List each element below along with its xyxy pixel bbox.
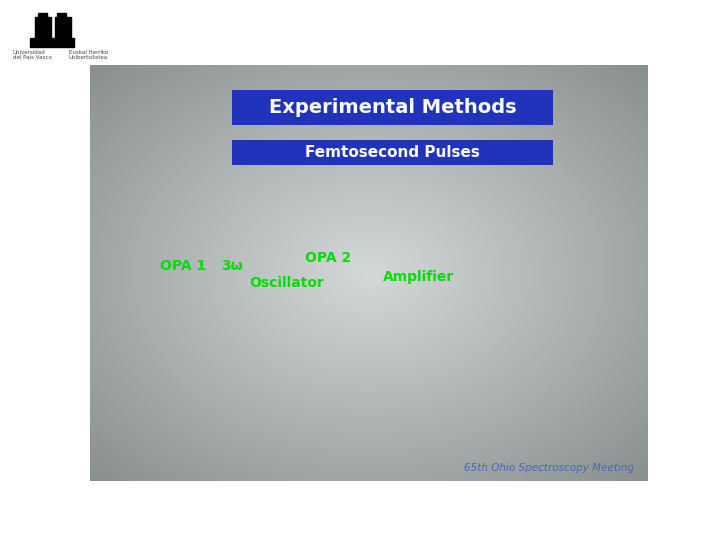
FancyBboxPatch shape xyxy=(233,140,553,165)
Text: Unibertsitatea: Unibertsitatea xyxy=(68,55,108,59)
Text: Amplifier: Amplifier xyxy=(383,270,454,284)
Text: del País Vasco: del País Vasco xyxy=(13,55,52,59)
Bar xyxy=(35,17,50,40)
Text: OPA 2: OPA 2 xyxy=(305,251,351,265)
Bar xyxy=(38,13,48,18)
Text: 65th Ohio Spectroscopy Meeting: 65th Ohio Spectroscopy Meeting xyxy=(464,463,634,473)
Text: 3ω: 3ω xyxy=(221,259,243,273)
Bar xyxy=(55,17,71,40)
FancyBboxPatch shape xyxy=(233,90,553,125)
Text: OPA 1: OPA 1 xyxy=(160,259,206,273)
Text: Euskal Herriko: Euskal Herriko xyxy=(68,50,108,55)
Bar xyxy=(58,13,66,18)
Bar xyxy=(30,38,74,47)
Text: Femtosecond Pulses: Femtosecond Pulses xyxy=(305,145,480,160)
Text: Universidad: Universidad xyxy=(13,50,45,55)
Text: Oscillator: Oscillator xyxy=(249,276,324,290)
Text: Experimental Methods: Experimental Methods xyxy=(269,98,516,117)
